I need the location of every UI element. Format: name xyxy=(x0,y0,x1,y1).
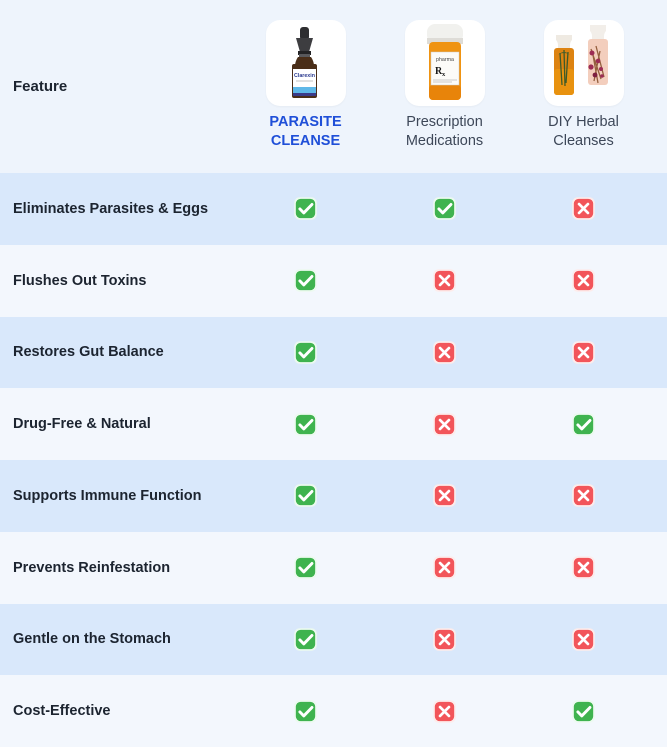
svg-text:pharma: pharma xyxy=(436,57,454,63)
svg-text:Clarexin: Clarexin xyxy=(294,73,315,79)
